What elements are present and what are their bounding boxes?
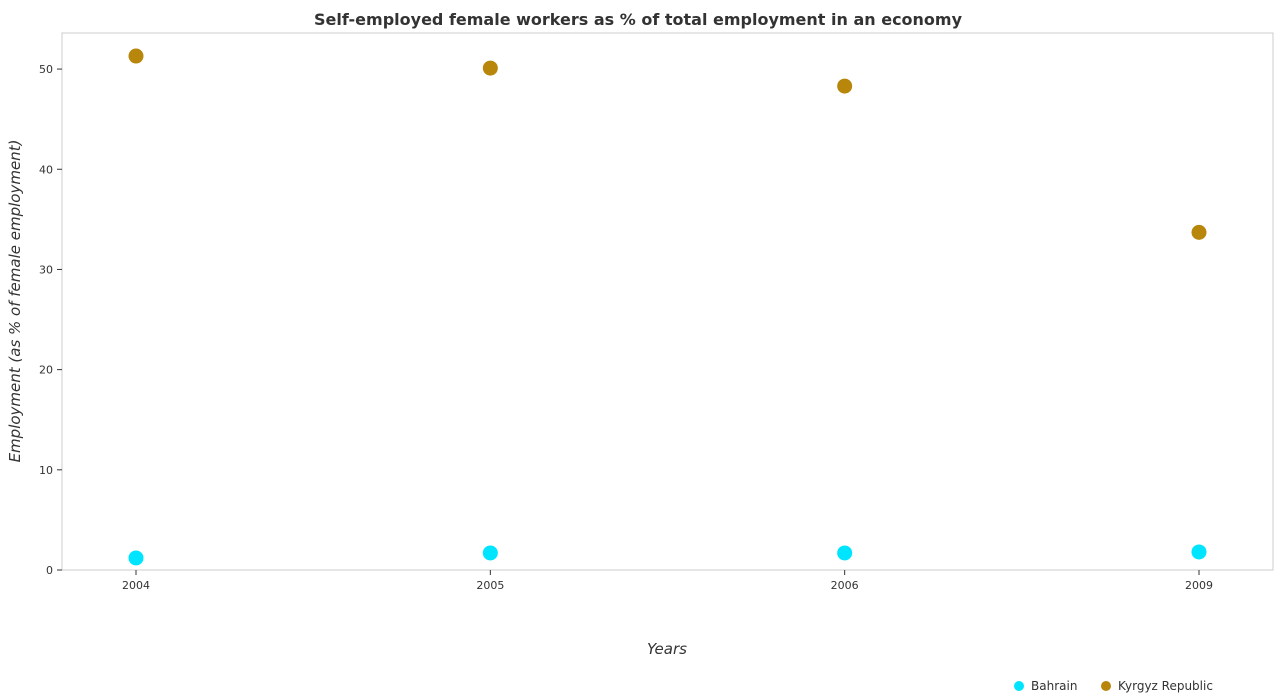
chart-title: Self-employed female workers as % of tot… (314, 10, 963, 29)
x-axis-label: Years (647, 640, 687, 658)
legend-label: Bahrain (1031, 679, 1077, 693)
y-tick-label: 20 (39, 364, 53, 377)
y-tick-label: 0 (46, 564, 53, 577)
legend-label: Kyrgyz Republic (1118, 679, 1213, 693)
y-tick-label: 10 (39, 464, 53, 477)
x-tick-label: 2009 (1185, 579, 1213, 592)
legend-marker (1101, 681, 1111, 691)
point-kyrgyz-republic (128, 48, 144, 64)
y-axis: 0 10 20 30 40 50 (39, 63, 62, 577)
plot-area (61, 32, 1274, 571)
y-tick-label: 40 (39, 163, 53, 176)
x-axis: 2004 2005 2006 2009 (122, 570, 1213, 592)
x-tick-label: 2004 (122, 579, 150, 592)
y-axis-label: Employment (as % of female employment) (6, 140, 24, 463)
point-bahrain (837, 545, 853, 561)
point-bahrain (1191, 544, 1207, 560)
y-tick-label: 50 (39, 63, 53, 76)
point-kyrgyz-republic (1191, 224, 1207, 240)
point-kyrgyz-republic (837, 78, 853, 94)
point-kyrgyz-republic (482, 60, 498, 76)
y-tick-label: 30 (39, 263, 53, 276)
legend-marker (1014, 681, 1024, 691)
x-tick-label: 2005 (476, 579, 504, 592)
data-points (128, 48, 1207, 566)
point-bahrain (482, 545, 498, 561)
point-bahrain (128, 550, 144, 566)
x-tick-label: 2006 (831, 579, 859, 592)
legend: Bahrain Kyrgyz Republic (1014, 679, 1213, 693)
